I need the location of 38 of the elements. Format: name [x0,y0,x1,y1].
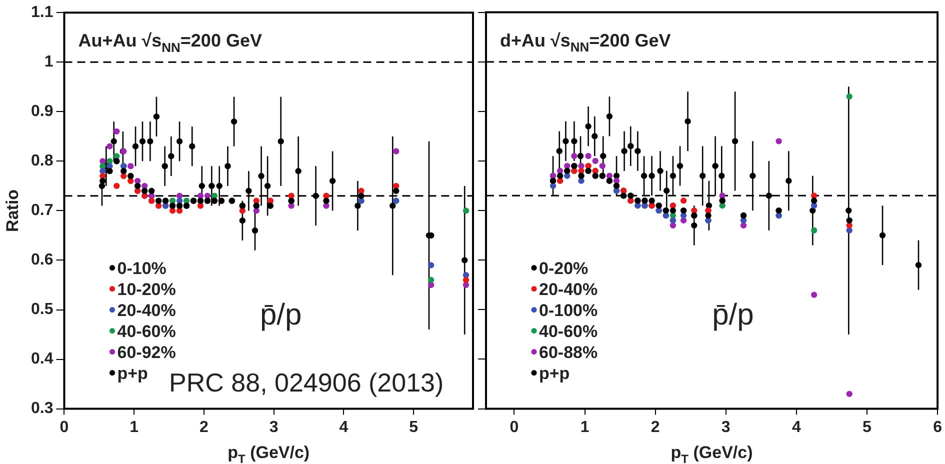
x-tick-label: 2 [650,418,660,436]
y-tick-label: 1 [44,54,54,71]
legend-label: 20-40% [117,300,176,320]
annotation: p̄/p [260,298,302,332]
annotation: p̄/p [712,298,754,332]
annotation: PRC 88, 024906 (2013) [169,367,444,398]
x-tick-label: 5 [409,418,418,436]
x-tick-label: 0 [510,418,519,436]
legend-label: 60-88% [539,342,598,362]
y-tick-label: 0.5 [30,301,54,318]
x-tick-label: 1 [580,418,590,436]
legend-label: 0-10% [117,258,166,278]
legend-label: 40-60% [117,322,176,341]
legend-label: p+p [117,364,148,383]
x-tick-label: 3 [269,418,278,436]
x-tick-label: 6 [933,418,942,436]
y-tick-label: 1.1 [30,4,54,22]
y-tick-label: 0.6 [30,252,54,269]
legend-label: 10-20% [117,280,176,299]
legend-label: 60-92% [117,342,176,362]
x-tick-label: 3 [721,418,730,436]
y-axis-title: Ratio [3,189,22,232]
x-tick-label: 5 [862,418,872,436]
legend-label: p+p [539,364,570,383]
x-tick-label: 0 [60,418,69,436]
legend-label: 20-40% [539,280,598,299]
y-tick-label: 0.3 [30,400,54,418]
x-tick-label: 1 [130,418,139,436]
y-tick-label: 0.7 [30,202,54,220]
legend-label: 0-20% [539,258,588,278]
legend-label: 0-100% [539,300,598,320]
y-tick-label: 0.8 [30,152,54,170]
x-tick-label: 4 [792,418,801,436]
x-tick-label: 4 [339,418,348,436]
x-tick-label: 2 [200,418,209,436]
y-tick-label: 0.4 [30,350,54,368]
y-tick-label: 0.9 [30,103,54,120]
legend-label: 40-60% [539,322,598,341]
